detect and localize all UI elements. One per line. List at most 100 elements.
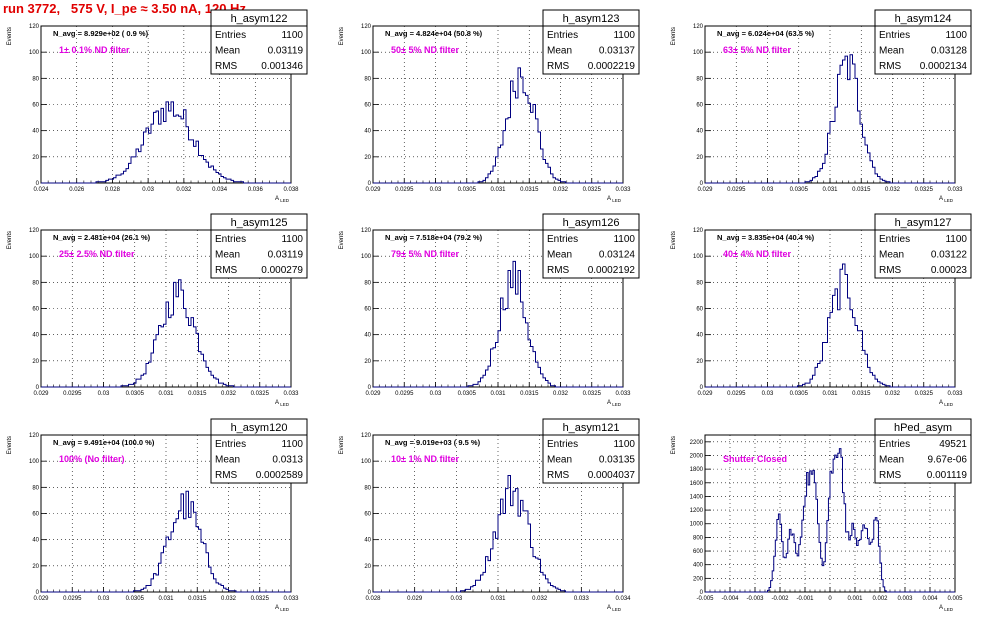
x-axis-title: A LED: [607, 400, 622, 407]
stats-label: Mean: [215, 455, 240, 466]
x-tick-label: -0.001: [796, 596, 814, 602]
stats-value: 1100: [613, 234, 635, 245]
x-tick-label: 0.031: [490, 187, 506, 193]
stats-value: 0.03137: [599, 46, 636, 57]
y-tick-label: 40: [364, 129, 371, 135]
stats-box: h_asym127 Entries 1100 Mean 0.03122 RMS 0.0002…: [874, 213, 972, 279]
x-tick-label: 0.029: [697, 391, 713, 397]
y-tick-label: 0: [368, 590, 372, 596]
panel-h_asym121: 0.028 0.029 0.03 0.031 0.032 0.033 0.034 0 20 40 6…: [339, 418, 640, 612]
stats-label: Entries: [879, 30, 910, 41]
stats-value: 0.001119: [927, 470, 968, 481]
x-tick-label: 0.033: [574, 596, 590, 602]
y-tick-label: 0: [368, 385, 372, 391]
y-axis-title: Events: [671, 436, 677, 454]
x-tick-label: 0.0325: [251, 391, 270, 397]
filter-label: Shutter Closed: [723, 454, 787, 464]
histogram-name: h_asym123: [563, 13, 620, 25]
y-tick-label: 600: [693, 549, 704, 555]
y-tick-label: 100: [361, 50, 372, 56]
filter-label: 1± 0.1% ND filter: [59, 45, 130, 55]
y-tick-label: 40: [32, 129, 39, 135]
stats-label: Mean: [547, 46, 572, 57]
stats-box: h_asym126 Entries 1100 Mean 0.03124 RMS 0.0002…: [542, 213, 640, 279]
y-axis-title: Events: [339, 436, 345, 454]
y-tick-label: 40: [364, 538, 371, 544]
stats-value: 0.0313: [272, 455, 303, 466]
y-tick-label: 2000: [690, 453, 704, 459]
y-tick-label: 1800: [690, 467, 704, 473]
x-tick-label: 0.036: [248, 187, 264, 193]
x-tick-label: 0.0305: [458, 391, 477, 397]
y-tick-label: 800: [693, 535, 704, 541]
stats-box: h_asym121 Entries 1100 Mean 0.03135 RMS 0.0004…: [542, 418, 640, 484]
x-tick-label: 0.0305: [126, 596, 145, 602]
stats-box: h_asym125 Entries 1100 Mean 0.03119 RMS 0.0002…: [210, 213, 308, 279]
x-axis-title: A LED: [275, 400, 290, 407]
panel-h_asym127: 0.029 0.0295 0.03 0.0305 0.031 0.0315 0.032 0.0…: [671, 213, 972, 407]
x-tick-label: 0.033: [615, 187, 631, 193]
stats-label: Mean: [547, 455, 572, 466]
stats-value: 0.0002134: [920, 61, 968, 72]
stats-label: RMS: [215, 61, 238, 72]
x-tick-label: 0.029: [407, 596, 423, 602]
x-tick-label: 0.029: [697, 187, 713, 193]
x-axis-title-sub: LED: [279, 402, 290, 407]
filter-label: 40± 4% ND filter: [723, 249, 791, 259]
y-tick-label: 0: [36, 385, 40, 391]
x-tick-label: 0.0325: [583, 187, 602, 193]
x-tick-label: 0.032: [221, 391, 237, 397]
x-tick-label: 0.029: [365, 187, 381, 193]
x-tick-label: 0.0295: [63, 391, 82, 397]
y-tick-label: 0: [36, 590, 40, 596]
stats-value: 0.03135: [599, 455, 636, 466]
y-tick-label: 100: [693, 50, 704, 56]
stats-box-frame: [210, 213, 308, 279]
stats-value: 0.0002192: [588, 265, 636, 276]
histogram-name: h_asym124: [895, 13, 952, 25]
histogram-line: [41, 101, 291, 184]
stats-box-frame: [874, 213, 972, 279]
y-tick-label: 0: [368, 181, 372, 187]
x-tick-label: 0.03: [762, 187, 774, 193]
panel-h_asym124: 0.029 0.0295 0.03 0.0305 0.031 0.0315 0.032 0.0…: [671, 9, 972, 203]
y-tick-label: 20: [696, 155, 703, 161]
y-tick-label: 60: [364, 512, 371, 518]
stats-label: Entries: [879, 439, 910, 450]
navg-label: N_avg = 9.491e+04 (100.0 %): [53, 438, 155, 447]
stats-value: 0.03119: [268, 250, 304, 261]
histogram-name: hPed_asym: [894, 422, 952, 434]
x-axis-title-sub: LED: [943, 607, 954, 612]
y-axis-title: Events: [7, 27, 13, 45]
x-tick-label: -0.004: [721, 596, 739, 602]
x-tick-label: 0.0305: [790, 391, 809, 397]
stats-value: 0.03119: [268, 46, 304, 57]
x-tick-label: 0.0295: [727, 391, 746, 397]
x-tick-label: 0.0325: [915, 391, 934, 397]
x-tick-label: 0.034: [615, 596, 631, 602]
stats-label: RMS: [879, 61, 902, 72]
y-tick-label: 20: [32, 359, 39, 365]
stats-label: Entries: [547, 30, 578, 41]
stats-label: Entries: [215, 439, 246, 450]
y-tick-label: 20: [364, 564, 371, 570]
stats-label: RMS: [215, 265, 238, 276]
navg-label: N_avg = 3.835e+04 (40.4 %): [717, 233, 815, 242]
stats-value: 0.0004037: [588, 470, 636, 481]
histogram-name: h_asym120: [231, 422, 288, 434]
y-tick-label: 0: [700, 590, 704, 596]
stats-box: h_asym124 Entries 1100 Mean 0.03128 RMS 0.0002…: [874, 9, 972, 75]
y-axis-title: Events: [7, 436, 13, 454]
x-tick-label: 0.0295: [727, 187, 746, 193]
x-tick-label: 0.031: [158, 391, 174, 397]
histogram-line: [373, 475, 623, 593]
x-tick-label: 0: [828, 596, 832, 602]
histogram-line: [705, 263, 955, 388]
x-tick-label: 0.0315: [520, 391, 539, 397]
stats-value: 0.00023: [931, 265, 968, 276]
stats-box: h_asym123 Entries 1100 Mean 0.03137 RMS 0.0002…: [542, 9, 640, 75]
y-tick-label: 60: [364, 103, 371, 109]
stats-value: 0.001346: [261, 61, 303, 72]
x-tick-label: -0.003: [746, 596, 764, 602]
stats-label: RMS: [547, 61, 570, 72]
